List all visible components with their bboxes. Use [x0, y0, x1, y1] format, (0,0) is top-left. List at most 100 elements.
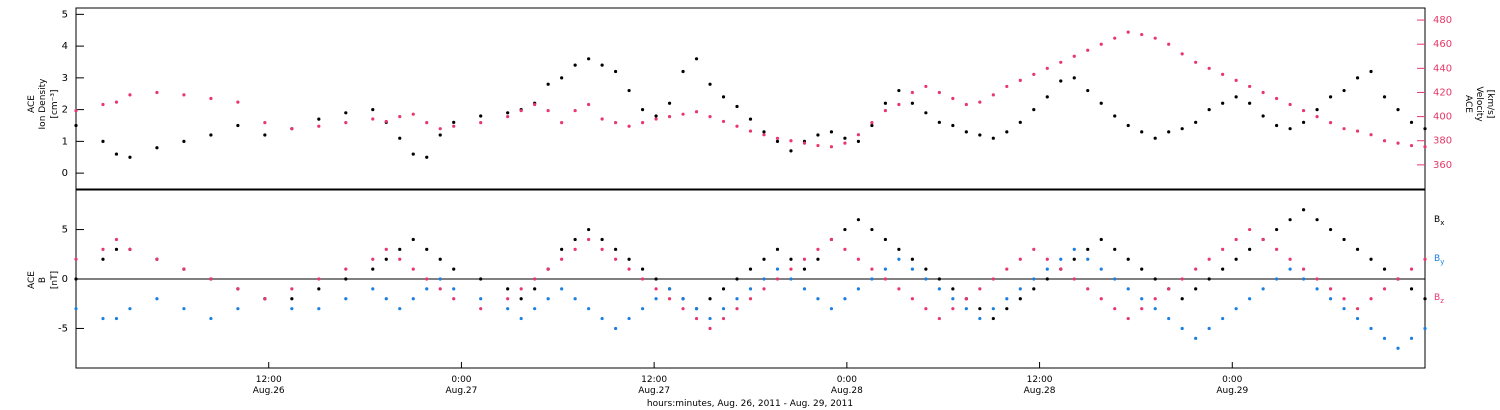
field-point	[654, 287, 658, 291]
density-point	[937, 120, 941, 124]
density-point	[209, 133, 213, 137]
density-point	[546, 82, 550, 86]
velocity-point	[1342, 127, 1346, 131]
field-point	[762, 277, 766, 281]
density-point	[978, 133, 982, 137]
field-point	[1409, 336, 1414, 340]
field-point	[843, 297, 847, 301]
field-point	[1126, 257, 1130, 261]
field-point	[1315, 287, 1319, 291]
velocity-point	[627, 124, 631, 128]
density-point	[600, 63, 604, 67]
velocity-point	[1180, 52, 1184, 56]
density-point	[1234, 95, 1238, 99]
field-point	[236, 287, 240, 291]
density-point	[708, 82, 712, 86]
velocity-tick-label: 360	[1433, 160, 1452, 171]
field-point	[1180, 297, 1184, 301]
field-point	[951, 297, 955, 301]
density-point	[883, 101, 888, 105]
field-point	[1153, 307, 1157, 311]
density-point	[991, 136, 995, 140]
density-point	[506, 111, 510, 115]
field-point	[1099, 297, 1103, 301]
field-point	[1409, 267, 1414, 271]
field-point	[856, 257, 861, 261]
field-point	[587, 307, 591, 311]
field-point	[384, 247, 388, 251]
field-point	[573, 237, 577, 242]
field-point	[991, 307, 995, 311]
density-axis-ticks: 0 1 2 3 4 5	[62, 9, 84, 179]
velocity-tick-label: 380	[1433, 136, 1452, 147]
field-point	[344, 267, 348, 271]
velocity-point	[425, 121, 429, 125]
density-point	[155, 146, 159, 150]
field-point	[829, 307, 834, 311]
field-point	[870, 277, 874, 281]
velocity-point	[1355, 129, 1360, 133]
density-point	[114, 152, 119, 156]
field-point	[964, 307, 968, 311]
field-point	[1194, 267, 1198, 271]
velocity-point	[1099, 42, 1103, 46]
field-point	[627, 257, 631, 261]
field-axis-label-line3: [nT]	[50, 271, 60, 289]
velocity-point	[236, 100, 240, 104]
velocity-point	[128, 93, 132, 97]
velocity-point	[1072, 54, 1076, 58]
velocity-point	[762, 133, 766, 137]
velocity-point	[951, 96, 955, 101]
field-point	[614, 326, 618, 331]
density-axis-label-line2: Ion Density	[38, 78, 48, 130]
field-point	[398, 257, 402, 261]
velocity-point	[910, 90, 914, 95]
density-axis-label: ACE Ion Density [cm⁻³]	[27, 78, 60, 130]
velocity-point	[384, 119, 388, 124]
field-point	[317, 307, 321, 311]
time-tick-date: Aug.27	[638, 386, 670, 396]
density-point	[856, 139, 861, 143]
density-point	[924, 111, 928, 115]
field-point	[1018, 257, 1022, 261]
field-point	[1059, 267, 1063, 271]
velocity-axis-label-line1: ACE	[1463, 95, 1473, 113]
density-point	[1059, 79, 1063, 83]
velocity-point	[1005, 84, 1009, 89]
density-point	[694, 57, 699, 61]
legend-bz-main: B	[1434, 293, 1440, 303]
field-point	[735, 297, 739, 301]
velocity-point	[1261, 90, 1265, 95]
field-point	[1248, 227, 1252, 232]
velocity-point	[1328, 121, 1333, 125]
density-point	[1396, 108, 1400, 112]
density-point	[735, 104, 739, 109]
field-point	[371, 287, 375, 291]
field-point	[924, 307, 928, 311]
field-axis-label-line2: B	[38, 277, 48, 283]
velocity-point	[1275, 96, 1279, 101]
density-point	[128, 155, 132, 159]
field-point	[182, 267, 186, 271]
field-point	[1288, 218, 1292, 222]
velocity-point	[411, 112, 415, 116]
velocity-point	[371, 117, 375, 121]
field-point	[600, 247, 604, 251]
density-tick-label: 3	[62, 73, 68, 84]
field-point	[1086, 287, 1090, 291]
field-point	[425, 287, 429, 291]
density-point	[654, 114, 658, 118]
density-point	[1301, 120, 1306, 124]
field-point	[1288, 267, 1292, 271]
density-point	[317, 117, 321, 121]
velocity-point	[1234, 78, 1238, 82]
field-point	[748, 297, 753, 301]
field-point	[384, 257, 388, 261]
field-point	[600, 316, 604, 321]
field-point	[856, 287, 861, 291]
legend-bx-sub: x	[1440, 219, 1444, 227]
field-series-by	[74, 247, 1427, 350]
field-point	[1423, 326, 1427, 331]
field-point	[425, 277, 429, 281]
field-point	[533, 277, 537, 281]
